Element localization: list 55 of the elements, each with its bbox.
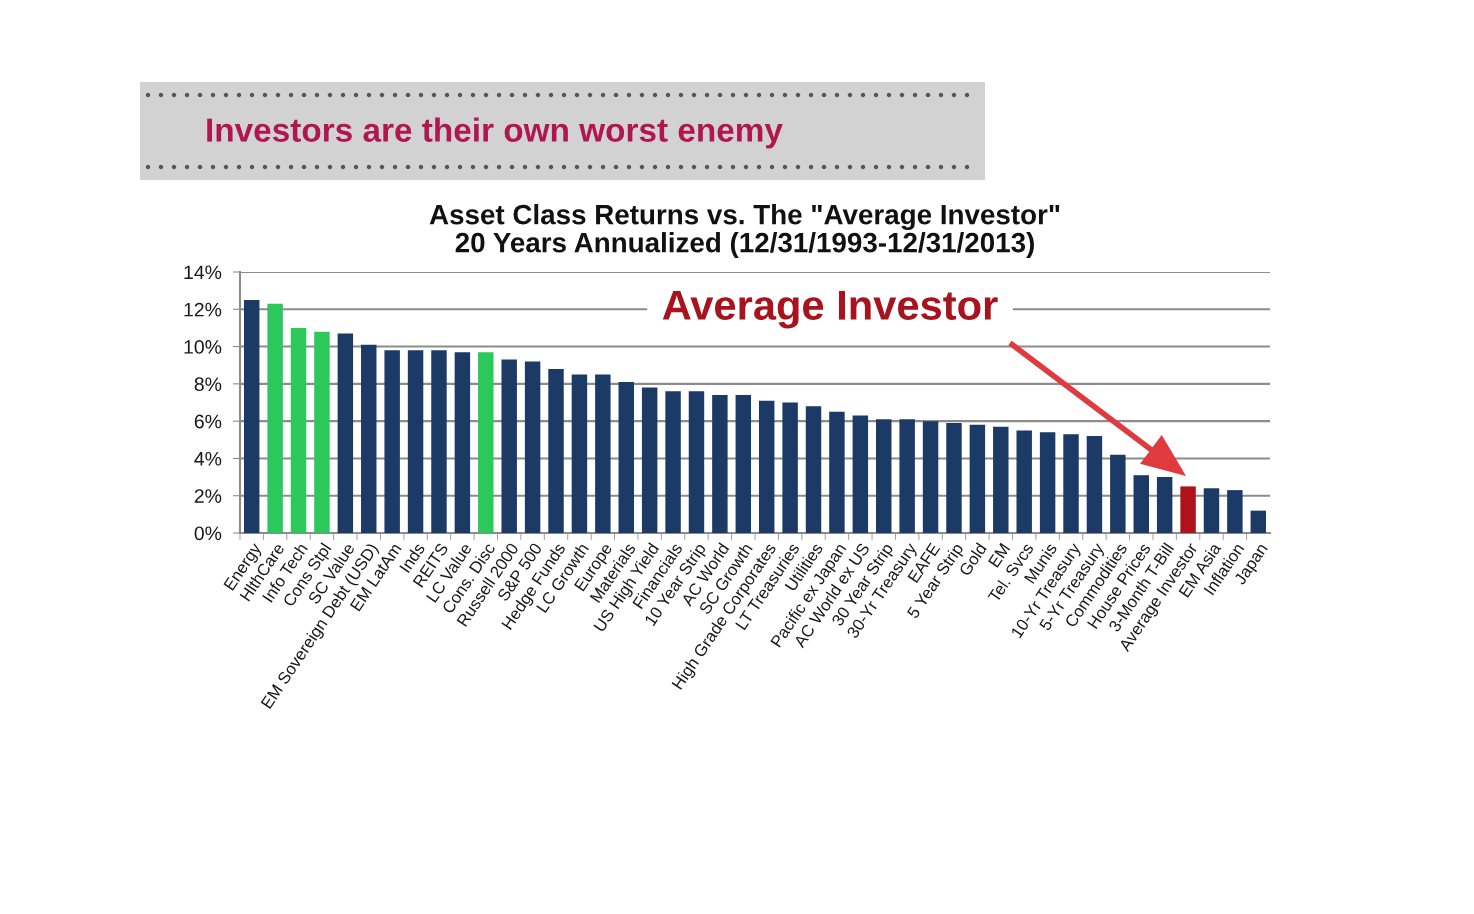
bar: [407, 350, 424, 533]
bar: [384, 350, 400, 533]
bar: [243, 299, 260, 533]
y-tick-label: 0%: [194, 526, 222, 541]
bar: [478, 352, 494, 533]
bar: [735, 395, 752, 533]
bar: [993, 426, 1009, 533]
bar: [969, 424, 986, 533]
bar: [337, 333, 354, 533]
chart-subtitle: Asset Class Returns vs. The "Average Investor" 20 Years Annualized (12/31/1993-12/31/2013): [429, 204, 1060, 258]
bar: [618, 381, 634, 533]
bar: [1227, 490, 1243, 533]
bar: [899, 419, 915, 533]
bar: [1039, 432, 1056, 533]
bar: [267, 303, 283, 533]
bar: [852, 415, 869, 533]
bar: [665, 391, 681, 533]
y-tick-label: 8%: [194, 377, 222, 392]
bar: [805, 406, 822, 533]
bar: [454, 352, 471, 533]
bar: [829, 411, 845, 533]
y-tick-label: 2%: [194, 489, 222, 503]
bar: [548, 368, 564, 533]
bar: [758, 400, 775, 533]
bar: [876, 419, 892, 533]
bar: [1086, 436, 1103, 533]
bar: [1016, 430, 1032, 533]
bar: [1110, 454, 1126, 533]
bar: [946, 423, 962, 533]
y-tick-label: 4%: [194, 451, 222, 466]
bar: [361, 344, 377, 533]
y-tick-label: 14%: [184, 265, 222, 280]
bar: [1156, 477, 1173, 533]
annotation: Average Investor: [662, 290, 998, 329]
y-tick-label: 6%: [194, 414, 222, 429]
bar: [1250, 510, 1267, 533]
bar: [782, 402, 798, 533]
bar: [314, 331, 330, 533]
bar: [641, 387, 658, 533]
y-tick-label: 12%: [184, 302, 222, 317]
chart-title: Investors are their own worst enemy: [207, 117, 783, 149]
bar: [922, 421, 939, 533]
y-tick-label: 10%: [184, 340, 222, 354]
bar: [1180, 486, 1196, 533]
bar: [688, 391, 705, 533]
bar: [1203, 488, 1220, 533]
bar: [524, 361, 541, 533]
bar: [712, 395, 728, 533]
bar: [595, 374, 611, 533]
bar: [571, 374, 588, 533]
bar: [1133, 475, 1149, 533]
bar: [1063, 434, 1079, 533]
bar: [290, 327, 307, 533]
bar: [501, 359, 517, 533]
bar: [431, 350, 447, 533]
